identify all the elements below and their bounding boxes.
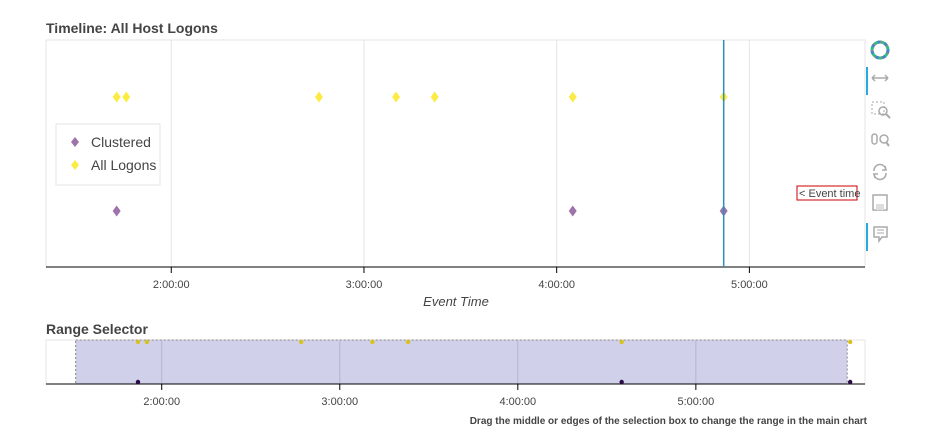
range-clustered-point: [135, 379, 141, 385]
range-selector-title: Range Selector: [46, 321, 148, 337]
legend-all-logons-label: All Logons: [91, 157, 156, 173]
all-logons-point[interactable]: [122, 91, 131, 103]
legend-clustered-marker: [71, 137, 79, 147]
range-clustered-point: [847, 379, 853, 385]
legend-all-logons-marker: [71, 160, 79, 170]
event-time-annotation-label: < Event time: [799, 188, 860, 200]
main-plot-area[interactable]: [45, 39, 866, 268]
main-chart-title: Timeline: All Host Logons: [46, 20, 218, 36]
range-all-logons-point: [298, 339, 304, 345]
range-all-logons-point: [135, 339, 141, 345]
wheel-zoom-icon[interactable]: [866, 128, 896, 154]
box-zoom-icon[interactable]: [866, 97, 896, 123]
range-all-logons-point: [405, 339, 411, 345]
main-x-tick-label: 2:00:00: [153, 279, 190, 291]
range-x-tick-label: 3:00:00: [321, 396, 358, 408]
main-x-tick-label: 3:00:00: [346, 279, 383, 291]
legend: Clustered All Logons: [55, 123, 161, 186]
range-selection-box[interactable]: [75, 339, 848, 385]
main-x-tick-label: 4:00:00: [538, 279, 575, 291]
all-logons-point[interactable]: [430, 91, 439, 103]
range-all-logons-point: [144, 339, 150, 345]
range-all-logons-point: [847, 339, 853, 345]
clustered-point[interactable]: [568, 205, 577, 217]
range-x-tick-label: 5:00:00: [678, 396, 715, 408]
all-logons-point[interactable]: [568, 91, 577, 103]
hover-icon[interactable]: [866, 221, 896, 251]
legend-box: [55, 123, 161, 186]
event-time-annotation-box: [796, 185, 858, 201]
main-x-axis-label: Event Time: [423, 294, 489, 309]
range-all-logons-point: [370, 339, 375, 345]
range-x-tick-label: 2:00:00: [143, 396, 180, 408]
reset-icon[interactable]: [866, 159, 896, 185]
all-logons-point[interactable]: [315, 91, 323, 103]
all-logons-point[interactable]: [392, 91, 401, 103]
all-logons-point[interactable]: [112, 91, 121, 103]
range-all-logons-point: [619, 339, 624, 345]
clustered-point[interactable]: [112, 205, 121, 217]
xpan-icon[interactable]: [866, 65, 896, 95]
legend-clustered-label: Clustered: [91, 134, 151, 150]
bokeh-logo-icon[interactable]: [866, 37, 896, 63]
range-selector-help-text: Drag the middle or edges of the selectio…: [469, 416, 867, 427]
range-clustered-point: [619, 379, 624, 385]
main-x-tick-label: 5:00:00: [731, 279, 768, 291]
range-x-tick-label: 4:00:00: [499, 396, 536, 408]
save-icon[interactable]: [866, 190, 896, 216]
